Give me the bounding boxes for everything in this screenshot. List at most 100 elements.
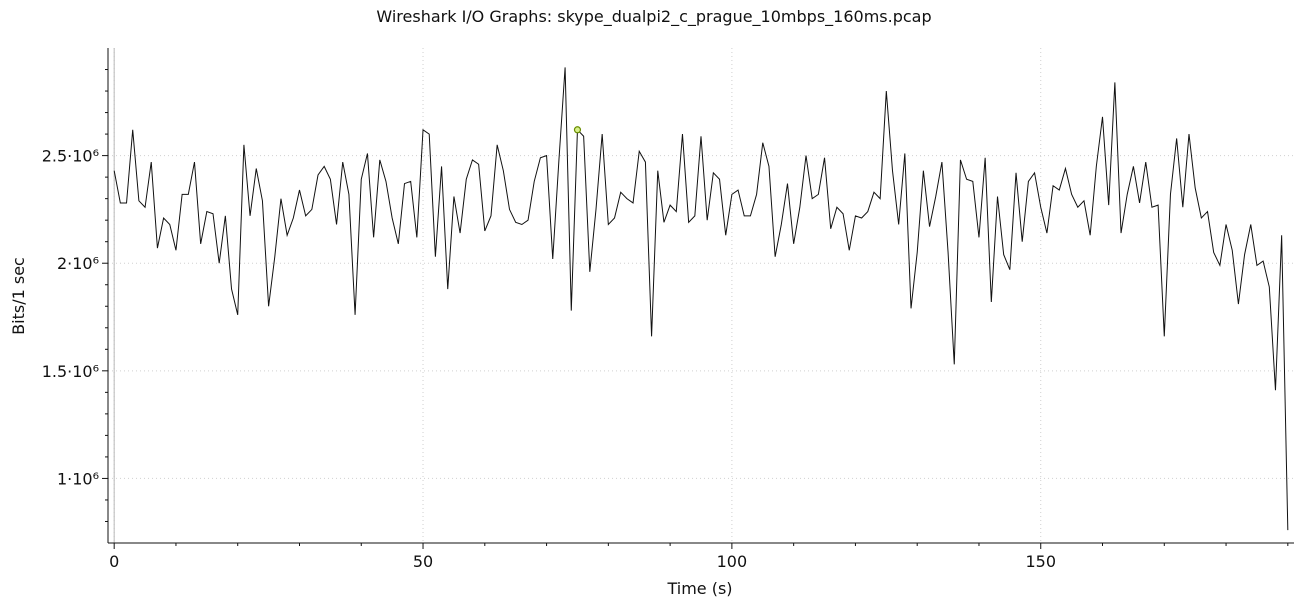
y-tick-label: 1·10⁶ [57, 469, 99, 488]
data-point [539, 157, 541, 159]
data-point [1200, 217, 1202, 219]
data-point [1243, 253, 1245, 255]
data-point [533, 180, 535, 182]
data-point [1268, 286, 1270, 288]
data-point [434, 256, 436, 258]
data-point [125, 202, 127, 204]
data-point [527, 219, 529, 221]
data-point [348, 193, 350, 195]
data-point [496, 144, 498, 146]
x-tick-label: 0 [109, 552, 119, 571]
data-point [978, 236, 980, 238]
data-point [1015, 172, 1017, 174]
x-axis-label: Time (s) [666, 579, 732, 598]
data-point [1194, 187, 1196, 189]
data-point [959, 159, 961, 161]
data-point [687, 221, 689, 223]
data-point [255, 167, 257, 169]
data-point [620, 191, 622, 193]
data-point [292, 217, 294, 219]
data-point [162, 217, 164, 219]
data-point [465, 178, 467, 180]
data-point [119, 202, 121, 204]
data-point [397, 243, 399, 245]
data-point [317, 174, 319, 176]
data-point [545, 154, 547, 156]
data-point [953, 363, 955, 365]
data-point [144, 206, 146, 208]
data-point [984, 157, 986, 159]
data-point [193, 161, 195, 163]
data-point [1163, 335, 1165, 337]
data-point [774, 256, 776, 258]
data-point [1077, 206, 1079, 208]
data-point [1219, 264, 1221, 266]
data-point [459, 232, 461, 234]
data-point [428, 133, 430, 135]
data-point [1089, 234, 1091, 236]
data-point [1213, 251, 1215, 253]
data-point [632, 202, 634, 204]
data-point [1188, 133, 1190, 135]
data-point [440, 165, 442, 167]
data-point [1064, 167, 1066, 169]
data-point [681, 133, 683, 135]
data-point [601, 133, 603, 135]
data-point [477, 163, 479, 165]
data-point [187, 193, 189, 195]
data-point [922, 169, 924, 171]
data-point [848, 249, 850, 251]
x-tick-label: 50 [413, 552, 433, 571]
data-point [138, 200, 140, 202]
data-point [941, 161, 943, 163]
data-point [990, 301, 992, 303]
data-point [311, 208, 313, 210]
data-point [817, 193, 819, 195]
data-point [965, 178, 967, 180]
data-point [737, 189, 739, 191]
data-point [335, 223, 337, 225]
axis-layer [102, 48, 1294, 549]
data-point [613, 217, 615, 219]
data-point [947, 251, 949, 253]
data-point [792, 243, 794, 245]
data-point [564, 66, 566, 68]
data-point [811, 197, 813, 199]
data-point [1169, 193, 1171, 195]
data-point [910, 307, 912, 309]
data-point [453, 195, 455, 197]
data-point [718, 178, 720, 180]
data-point [237, 314, 239, 316]
data-point [1070, 193, 1072, 195]
highlighted-point-marker [573, 126, 582, 134]
data-point [385, 180, 387, 182]
data-point [366, 152, 368, 154]
data-point [891, 169, 893, 171]
data-point [416, 236, 418, 238]
data-point [484, 230, 486, 232]
data-point [403, 182, 405, 184]
data-point [1250, 223, 1252, 225]
data-point [904, 152, 906, 154]
data-point [1021, 241, 1023, 243]
data-point [1157, 204, 1159, 206]
data-point [768, 165, 770, 167]
data-point [1009, 268, 1011, 270]
x-tick-label: 150 [1025, 552, 1056, 571]
data-point [1231, 249, 1233, 251]
data-point [267, 305, 269, 307]
y-axis-label: Bits/1 sec [9, 257, 28, 335]
data-point [836, 206, 838, 208]
data-point [342, 161, 344, 163]
data-point [150, 161, 152, 163]
series-line [113, 67, 1289, 531]
labels-layer: 0 50 100 150 1·10⁶ 1.5·10⁶ 2·10⁶ 2.5·10⁶ [42, 147, 1056, 571]
data-point [1138, 202, 1140, 204]
data-point [1225, 223, 1227, 225]
data-point [1182, 206, 1184, 208]
data-point [156, 247, 158, 249]
data-point [490, 215, 492, 217]
data-point [1132, 165, 1134, 167]
y-tick-label: 2.5·10⁶ [42, 147, 99, 166]
